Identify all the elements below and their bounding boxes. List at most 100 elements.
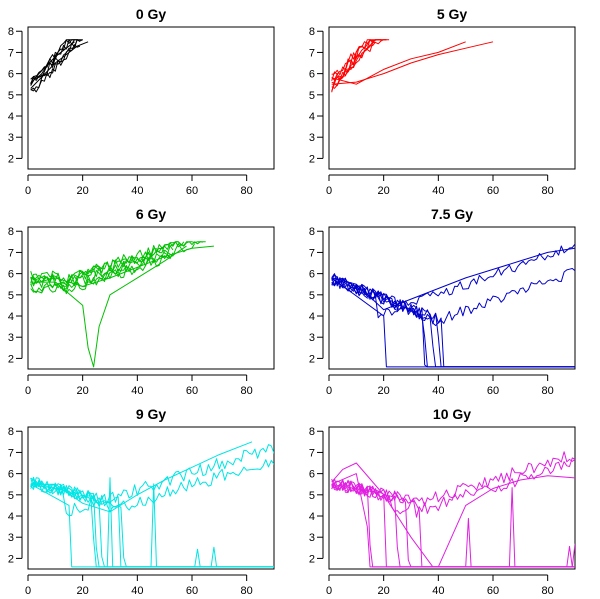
y-tick-label: 2 [309,153,315,165]
x-tick-label: 20 [77,385,89,397]
y-tick-label: 3 [8,332,14,344]
y-tick-label: 4 [8,311,14,323]
y-tick-label: 3 [309,532,315,544]
series-line [30,477,274,568]
x-tick-label: 40 [432,185,444,197]
plot-area [27,226,275,370]
series-line [30,39,83,93]
series-line [30,44,81,80]
series-line [30,241,203,286]
x-tick-label: 80 [241,385,253,397]
x-tick-label: 40 [432,585,444,597]
series-line [331,41,376,92]
plot-area [27,426,275,570]
y-tick-label: 2 [8,353,14,365]
y-tick-label: 5 [309,290,315,302]
y-tick-label: 5 [8,90,14,102]
series-line [331,243,575,319]
x-tick-label: 60 [186,585,198,597]
x-tick-label: 60 [487,185,499,197]
plot-area [328,426,576,570]
y-tick-label: 8 [309,426,315,438]
x-tick-label: 20 [378,585,390,597]
x-tick-label: 80 [241,185,253,197]
series-line [30,241,206,287]
series-line [331,41,494,85]
panel-2: 5 Gy 0 20 40 60 80 2 3 4 5 6 7 8 [309,6,576,197]
y-tick-label: 7 [309,247,315,259]
y-tick-label: 7 [309,447,315,459]
y-tick-label: 4 [309,311,315,323]
series-line [30,459,274,512]
x-tick-label: 20 [77,185,89,197]
y-tick-label: 3 [309,332,315,344]
series-line [30,243,196,291]
panel-title: 5 Gy [437,6,468,22]
x-tick-label: 80 [241,585,253,597]
series-line [331,41,466,85]
series-line [30,39,81,92]
series-line [30,39,83,86]
series-line [331,273,575,368]
y-tick-label: 4 [8,511,14,523]
x-tick-label: 60 [186,185,198,197]
series-line [30,245,187,368]
y-tick-label: 6 [8,269,14,281]
series-line [30,480,274,568]
x-tick-label: 80 [542,185,554,197]
series-line [30,39,75,84]
y-tick-label: 2 [8,153,14,165]
y-tick-label: 6 [8,69,14,81]
x-tick-label: 0 [326,585,332,597]
y-tick-label: 7 [8,247,14,259]
panel-4: 7.5 Gy 0 20 40 60 80 2 3 4 5 6 7 8 [309,206,576,397]
y-tick-label: 6 [309,69,315,81]
x-tick-label: 60 [487,585,499,597]
y-tick-label: 4 [8,111,14,123]
x-tick-label: 40 [131,585,143,597]
y-tick-label: 5 [8,490,14,502]
y-tick-label: 4 [309,111,315,123]
panel-title: 7.5 Gy [431,206,473,222]
series-line [30,252,174,295]
x-tick-label: 20 [77,585,89,597]
x-tick-label: 20 [378,185,390,197]
panel-title: 10 Gy [433,406,471,422]
y-tick-label: 2 [309,553,315,565]
panel-title: 6 Gy [136,206,167,222]
series-line [331,451,575,515]
y-tick-label: 3 [8,532,14,544]
series-line [331,473,575,568]
y-tick-label: 3 [8,132,14,144]
x-tick-label: 40 [131,385,143,397]
x-tick-label: 0 [25,385,31,397]
x-tick-label: 0 [326,185,332,197]
y-tick-label: 6 [309,269,315,281]
series-line [331,276,575,368]
x-tick-label: 0 [25,185,31,197]
x-tick-label: 60 [186,385,198,397]
plot-area [328,226,576,370]
y-tick-label: 6 [309,469,315,481]
y-tick-label: 5 [8,290,14,302]
y-tick-label: 2 [309,353,315,365]
y-tick-label: 2 [8,553,14,565]
y-tick-label: 6 [8,469,14,481]
panel-1: 0 Gy 0 20 40 60 80 2 3 4 5 6 7 8 [8,6,275,197]
x-tick-label: 40 [432,385,444,397]
panel-title: 9 Gy [136,406,167,422]
y-tick-label: 8 [8,426,14,438]
y-tick-label: 3 [309,132,315,144]
y-tick-label: 7 [8,47,14,59]
y-tick-label: 8 [309,226,315,238]
series-line [331,273,575,368]
series-line [331,39,381,84]
series-line [30,41,89,89]
panel-title: 0 Gy [136,6,167,22]
panel-3: 6 Gy 0 20 40 60 80 2 3 4 5 6 7 8 [8,206,275,397]
x-tick-label: 0 [326,385,332,397]
series-line [331,479,575,568]
x-tick-label: 80 [542,385,554,397]
x-tick-label: 40 [131,185,143,197]
